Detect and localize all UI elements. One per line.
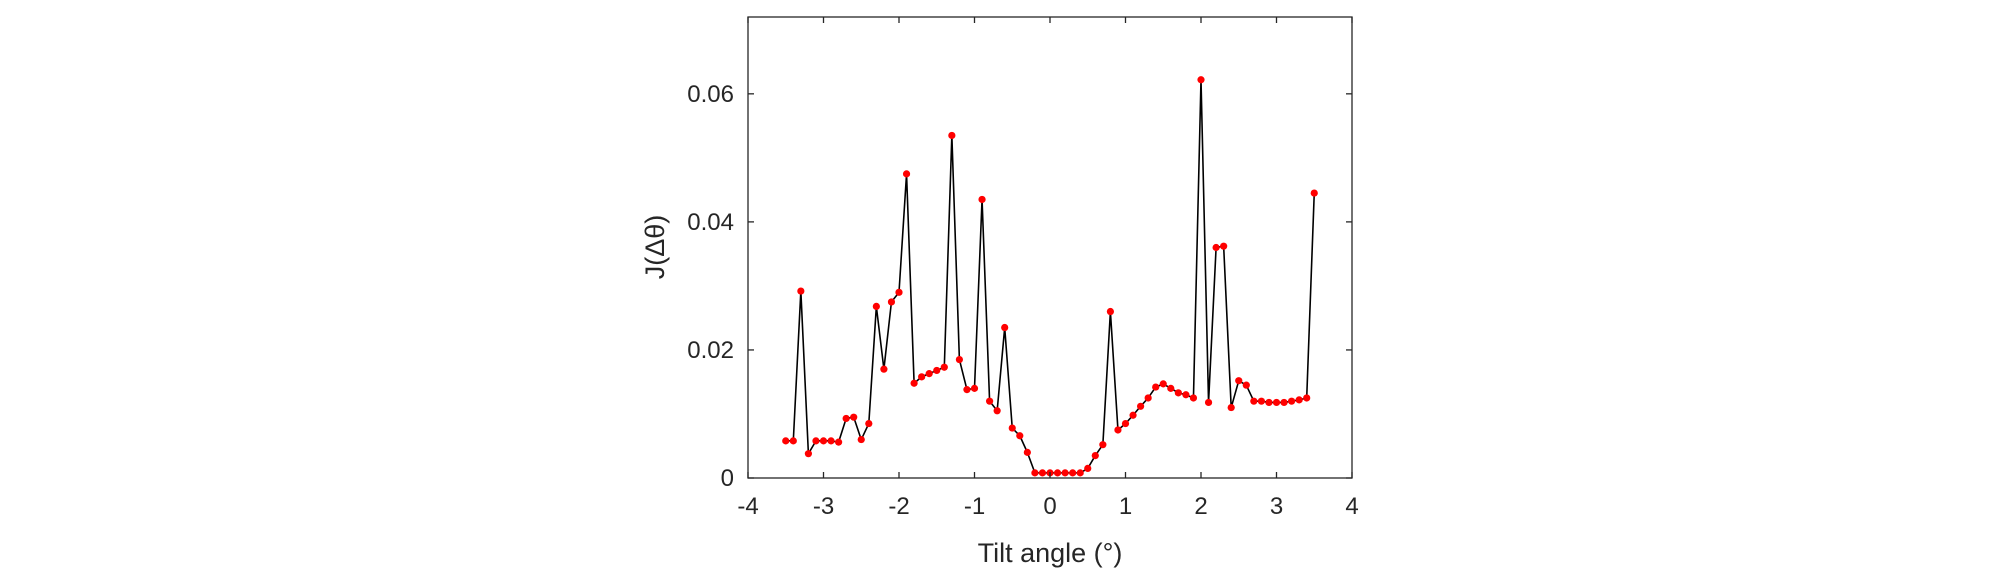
data-point [1159, 380, 1167, 388]
x-tick-label: -1 [964, 493, 985, 520]
y-tick-label: 0 [721, 465, 734, 492]
data-point [1091, 451, 1099, 460]
data-point [804, 450, 813, 458]
data-point [902, 170, 911, 178]
data-point [1303, 394, 1311, 402]
y-axis-label: J(Δθ) [640, 215, 670, 280]
data-point [1038, 469, 1047, 477]
data-point [872, 302, 880, 311]
data-point [857, 435, 865, 444]
data-point [789, 437, 797, 445]
x-tick-label: 2 [1194, 493, 1207, 520]
data-point [1220, 242, 1228, 250]
data-point [993, 407, 1001, 415]
data-point [1053, 469, 1062, 477]
data-point [797, 287, 805, 295]
data-point [1288, 397, 1296, 405]
data-point [1084, 464, 1092, 472]
data-point [1295, 396, 1303, 404]
data-point [1182, 391, 1190, 399]
data-point [970, 384, 979, 392]
data-point [1167, 384, 1175, 392]
data-point [1235, 377, 1243, 385]
data-point [963, 386, 971, 394]
data-point [1001, 323, 1009, 332]
data-point [1265, 398, 1273, 407]
data-point [1242, 381, 1250, 389]
data-point [910, 379, 918, 387]
data-point [1197, 76, 1205, 84]
x-tick-label: -4 [737, 493, 758, 520]
data-point [918, 373, 926, 381]
data-point [819, 437, 828, 445]
data-point [1114, 426, 1122, 434]
data-point [865, 419, 873, 428]
data-point [1204, 398, 1213, 407]
data-point [1144, 394, 1152, 402]
data-point [940, 363, 948, 371]
data-point [1031, 469, 1039, 477]
data-point [955, 355, 964, 364]
data-point [1061, 469, 1069, 477]
data-point [880, 365, 888, 373]
data-point [978, 195, 986, 204]
data-point [925, 370, 933, 378]
series-layer [782, 76, 1318, 477]
data-point [1069, 469, 1077, 477]
x-tick-label: 3 [1270, 493, 1283, 520]
data-point [1152, 383, 1160, 391]
y-tick-label: 0.04 [687, 209, 734, 236]
data-point [1310, 189, 1318, 197]
data-point [1008, 424, 1016, 432]
data-point [895, 288, 903, 296]
data-point [782, 437, 790, 445]
x-tick-label: 1 [1119, 493, 1132, 520]
data-point [1121, 419, 1130, 428]
data-point [842, 414, 850, 423]
data-point [1280, 398, 1288, 407]
data-point [835, 438, 843, 446]
data-point [933, 366, 941, 375]
data-point [1250, 397, 1258, 405]
data-point [1106, 307, 1114, 316]
data-point [1189, 394, 1198, 402]
x-tick-label: -3 [813, 493, 834, 520]
y-tick-label: 0.06 [687, 81, 734, 108]
data-point [986, 397, 994, 405]
data-point [827, 437, 835, 445]
x-tick-label: -2 [888, 493, 909, 520]
data-point [850, 413, 858, 421]
data-point [1076, 469, 1084, 477]
data-point [1257, 397, 1265, 405]
plot-area [748, 17, 1352, 478]
data-point [1099, 441, 1107, 449]
x-tick-label: 4 [1345, 493, 1358, 520]
data-point [887, 298, 896, 306]
data-point [1016, 432, 1024, 440]
y-tick-label: 0.02 [687, 337, 734, 364]
x-tick-label: 0 [1043, 493, 1056, 520]
data-point [1137, 402, 1145, 410]
data-point [948, 131, 956, 140]
data-point [1174, 389, 1182, 397]
data-point [1023, 448, 1031, 456]
data-point [812, 437, 820, 445]
x-axis-label: Tilt angle (°) [978, 538, 1123, 568]
data-point [1272, 398, 1281, 407]
data-point [1129, 411, 1137, 419]
data-point [1212, 243, 1220, 252]
ticks-layer: -4 -3 -2 -1 0 1 2 3 4 0 0.02 0.04 0.06 [687, 17, 1359, 520]
data-point [1227, 403, 1235, 412]
